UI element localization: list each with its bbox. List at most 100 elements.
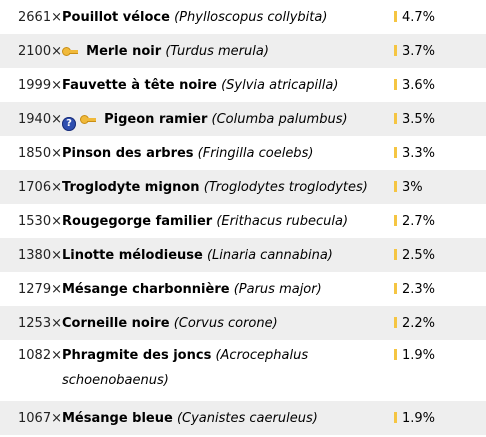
table-row: 1067× Mésange bleue (Cyanistes caeruleus… — [0, 401, 486, 435]
percentage-cell: 4.7% — [394, 0, 486, 34]
scientific-name: (Phylloscopus collybita) — [174, 9, 328, 25]
percentage-bar — [394, 112, 397, 124]
percentage-cell: 3% — [394, 170, 486, 204]
species-name-cell: Troglodyte mignon (Troglodytes troglodyt… — [62, 170, 394, 204]
scientific-name: (Columba palumbus) — [211, 111, 348, 127]
percentage-cell: 3.7% — [394, 34, 486, 68]
common-name[interactable]: Merle noir — [86, 43, 162, 59]
observation-count: 1380× — [18, 247, 62, 263]
observation-count: 1940× — [18, 111, 62, 127]
table-row: 1380× Linotte mélodieuse (Linaria cannab… — [0, 238, 486, 272]
table-row: 2661× Pouillot véloce (Phylloscopus coll… — [0, 0, 486, 34]
percentage-cell: 2.7% — [394, 204, 486, 238]
species-name-cell: Corneille noire (Corvus corone) — [62, 306, 394, 340]
species-name-cell: Mésange bleue (Cyanistes caeruleus) — [62, 401, 394, 435]
observation-count: 1253× — [18, 315, 62, 331]
species-name-cell: ? Pigeon ramier (Columba palumbus) — [62, 102, 394, 136]
table-row: 1850× Pinson des arbres (Fringilla coele… — [0, 136, 486, 170]
species-name-cell: Phragmite des joncs (Acrocephalus schoen… — [62, 340, 394, 401]
scientific-name: (Turdus merula) — [165, 43, 269, 59]
scientific-name: (Acrocephalus schoenobaenus) — [62, 348, 309, 388]
observation-count: 1850× — [18, 145, 62, 161]
percentage-bar — [394, 282, 397, 294]
percentage-bar — [394, 316, 397, 328]
species-name-cell: Pinson des arbres (Fringilla coelebs) — [62, 136, 394, 170]
percentage-value: 3.5% — [402, 111, 436, 127]
percentage-value: 2.7% — [402, 213, 436, 229]
percentage-bar — [394, 44, 397, 56]
percentage-bar — [394, 214, 397, 226]
table-row: 1940× ? Pigeon ramier (Columba palumbus)… — [0, 102, 486, 136]
scientific-name: (Linaria cannabina) — [206, 247, 333, 263]
common-name[interactable]: Pouillot véloce — [62, 9, 170, 25]
key-icon[interactable] — [80, 114, 96, 124]
common-name[interactable]: Corneille noire — [62, 315, 170, 331]
percentage-cell: 3.3% — [394, 136, 486, 170]
table-row: 1082× Phragmite des joncs (Acrocephalus … — [0, 340, 486, 401]
observation-count: 1706× — [18, 179, 62, 195]
percentage-cell: 2.5% — [394, 238, 486, 272]
question-icon[interactable]: ? — [62, 116, 76, 131]
table-row: 1253× Corneille noire (Corvus corone) 2.… — [0, 306, 486, 340]
observation-count: 1067× — [18, 410, 62, 426]
percentage-bar — [394, 146, 397, 158]
percentage-bar — [394, 411, 397, 423]
species-name-cell: Merle noir (Turdus merula) — [62, 34, 394, 68]
percentage-value: 2.2% — [402, 315, 436, 331]
table-row: 1999× Fauvette à tête noire (Sylvia atri… — [0, 68, 486, 102]
table-row: 1706× Troglodyte mignon (Troglodytes tro… — [0, 170, 486, 204]
percentage-value: 3.3% — [402, 145, 436, 161]
percentage-cell: 1.9% — [394, 401, 486, 435]
common-name[interactable]: Mésange bleue — [62, 410, 173, 426]
percentage-bar — [394, 180, 397, 192]
common-name[interactable]: Phragmite des joncs — [62, 348, 212, 363]
common-name[interactable]: Linotte mélodieuse — [62, 247, 203, 263]
observation-count: 1082× — [18, 348, 62, 363]
scientific-name: (Parus major) — [233, 281, 322, 297]
percentage-value: 2.5% — [402, 247, 436, 263]
percentage-value: 1.9% — [402, 410, 436, 426]
percentage-value: 3% — [402, 179, 423, 195]
percentage-value: 4.7% — [402, 9, 436, 25]
percentage-bar — [394, 248, 397, 260]
observation-count: 1999× — [18, 77, 62, 93]
observation-count: 1279× — [18, 281, 62, 297]
percentage-cell: 1.9% — [394, 340, 486, 401]
percentage-bar — [394, 10, 397, 22]
common-name[interactable]: Troglodyte mignon — [62, 179, 200, 195]
scientific-name: (Fringilla coelebs) — [197, 145, 314, 161]
percentage-value: 1.9% — [402, 348, 436, 363]
common-name[interactable]: Mésange charbonnière — [62, 281, 230, 297]
species-name-cell: Linotte mélodieuse (Linaria cannabina) — [62, 238, 394, 272]
table-row: 2100× Merle noir (Turdus merula) 3.7% — [0, 34, 486, 68]
scientific-name: (Corvus corone) — [173, 315, 278, 331]
species-name-cell: Mésange charbonnière (Parus major) — [62, 272, 394, 306]
common-name[interactable]: Fauvette à tête noire — [62, 77, 217, 93]
percentage-cell: 2.2% — [394, 306, 486, 340]
percentage-bar — [394, 78, 397, 90]
table-row: 1530× Rougegorge familier (Erithacus rub… — [0, 204, 486, 238]
species-name-cell: Fauvette à tête noire (Sylvia atricapill… — [62, 68, 394, 102]
scientific-name: (Troglodytes troglodytes) — [203, 179, 368, 195]
observation-count: 2661× — [18, 9, 62, 25]
percentage-value: 2.3% — [402, 281, 436, 297]
percentage-cell: 2.3% — [394, 272, 486, 306]
percentage-value: 3.7% — [402, 43, 436, 59]
observation-count: 2100× — [18, 43, 62, 59]
species-name-cell: Rougegorge familier (Erithacus rubecula) — [62, 204, 394, 238]
percentage-value: 3.6% — [402, 77, 436, 93]
scientific-name: (Erithacus rubecula) — [216, 213, 349, 229]
percentage-bar — [394, 349, 397, 360]
species-name-cell: Pouillot véloce (Phylloscopus collybita) — [62, 0, 394, 34]
key-icon[interactable] — [62, 46, 78, 56]
percentage-cell: 3.6% — [394, 68, 486, 102]
common-name[interactable]: Pigeon ramier — [104, 111, 208, 127]
percentage-cell: 3.5% — [394, 102, 486, 136]
observation-count: 1530× — [18, 213, 62, 229]
common-name[interactable]: Pinson des arbres — [62, 145, 194, 161]
scientific-name: (Cyanistes caeruleus) — [176, 410, 318, 426]
table-row: 1279× Mésange charbonnière (Parus major)… — [0, 272, 486, 306]
common-name[interactable]: Rougegorge familier — [62, 213, 213, 229]
scientific-name: (Sylvia atricapilla) — [221, 77, 339, 93]
